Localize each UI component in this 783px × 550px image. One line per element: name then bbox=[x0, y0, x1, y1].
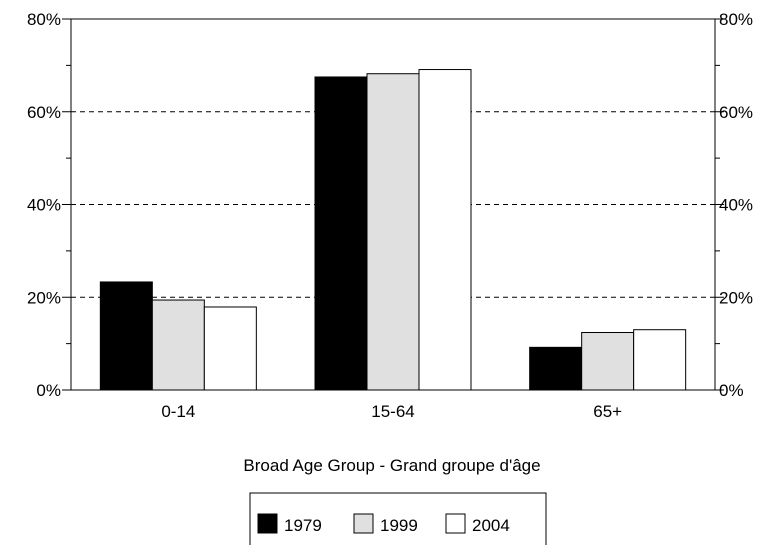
y-tick-label-left: 80% bbox=[27, 10, 61, 29]
legend-label-2004: 2004 bbox=[472, 516, 510, 535]
bar-2004-65+ bbox=[633, 329, 687, 391]
bar-1999-15-64 bbox=[366, 73, 420, 391]
bar-1979-15-64 bbox=[314, 76, 368, 391]
y-tick-label-right: 0% bbox=[719, 381, 744, 400]
x-tick-label: 65+ bbox=[593, 402, 622, 421]
y-tick-label-left: 60% bbox=[27, 103, 61, 122]
legend-swatch-2004 bbox=[445, 513, 466, 534]
axis-labels: 0% 0% 20% 20% 40% 40% 60% 60% 80% 80% 0-14 15-64 65+ bbox=[27, 10, 753, 421]
bar-2004-0-14 bbox=[203, 306, 257, 391]
x-axis-title: Broad Age Group - Grand groupe d'âge bbox=[243, 456, 540, 475]
legend-label-1979: 1979 bbox=[284, 516, 322, 535]
axes bbox=[62, 18, 724, 391]
y-tick-label-left: 20% bbox=[27, 288, 61, 307]
bar-2004-15-64 bbox=[418, 69, 472, 391]
bar-1999-0-14 bbox=[151, 299, 205, 391]
x-tick-label: 0-14 bbox=[161, 402, 195, 421]
bar-1999-65+ bbox=[581, 331, 635, 391]
y-tick-label-left: 0% bbox=[36, 381, 61, 400]
bars bbox=[99, 69, 687, 391]
y-tick-label-right: 40% bbox=[719, 196, 753, 215]
y-tick-label-right: 80% bbox=[719, 10, 753, 29]
legend-label-1999: 1999 bbox=[380, 516, 418, 535]
bar-1979-65+ bbox=[529, 346, 583, 391]
y-tick-label-right: 20% bbox=[719, 288, 753, 307]
legend-box bbox=[249, 492, 547, 550]
legend-swatch-1979 bbox=[257, 513, 278, 534]
legend-swatch-1999 bbox=[353, 513, 374, 534]
y-tick-label-left: 40% bbox=[27, 196, 61, 215]
x-tick-label: 15-64 bbox=[371, 402, 414, 421]
y-tick-label-right: 60% bbox=[719, 103, 753, 122]
bar-1979-0-14 bbox=[99, 281, 153, 391]
legend: 1979 1999 2004 bbox=[249, 492, 547, 550]
